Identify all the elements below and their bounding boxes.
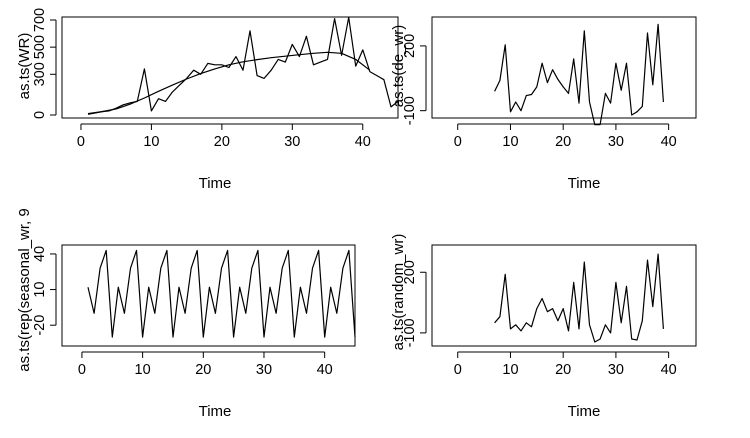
x-tick-label-3-0: 0 [454, 362, 462, 378]
plot-box-2 [61, 244, 356, 347]
y-axis-title-0: as.ts(WR) [16, 33, 33, 100]
y-tick-label-2-0: -20 [32, 315, 48, 336]
y-tick-label-2-1: 10 [32, 281, 48, 297]
x-axis-title-3: Time [568, 403, 601, 420]
x-axis-title-2: Time [199, 403, 232, 420]
y-tick-label-0-3: 700 [32, 8, 48, 32]
x-tick-label-1-4: 40 [661, 134, 677, 150]
y-tick-label-0-2: 500 [32, 35, 48, 59]
x-tick-label-0-1: 10 [143, 134, 159, 150]
y-tick-label-3-1: 200 [402, 260, 418, 284]
x-axis-title-1: Time [568, 175, 601, 192]
y-axis-title-1: as.ts(de_wr) [390, 25, 407, 108]
x-tick-label-2-3: 30 [256, 362, 272, 378]
x-tick-label-2-4: 40 [317, 362, 333, 378]
x-tick-label-1-1: 10 [502, 134, 518, 150]
series-line-2-0 [87, 249, 356, 338]
x-tick-label-1-0: 0 [454, 134, 462, 150]
plot-box-0 [61, 16, 399, 119]
x-tick-label-0-2: 20 [214, 134, 230, 150]
series-line-3-0 [494, 253, 664, 343]
x-tick-label-3-2: 20 [555, 362, 571, 378]
plot-box-1 [431, 16, 697, 119]
y-tick-label-2-2: 40 [32, 246, 48, 262]
y-axis-title-3: as.ts(random_wr) [390, 234, 407, 351]
y-tick-label-1-1: 200 [402, 34, 418, 58]
y-axis-title-2: as.ts(rep(seasonal_wr, 9 [16, 208, 33, 371]
x-tick-label-2-1: 10 [135, 362, 151, 378]
x-tick-label-2-2: 20 [195, 362, 211, 378]
x-tick-label-3-1: 10 [502, 362, 518, 378]
series-line-0-0 [87, 16, 399, 115]
series-line-0-1 [87, 51, 371, 115]
x-tick-label-0-0: 0 [77, 134, 85, 150]
x-tick-label-2-0: 0 [78, 362, 86, 378]
y-tick-label-1-0: -100 [402, 96, 418, 125]
series-line-1-0 [494, 23, 664, 126]
plot-box-3 [431, 244, 697, 347]
x-tick-label-1-2: 20 [555, 134, 571, 150]
y-tick-label-3-0: -100 [402, 318, 418, 347]
x-tick-label-1-3: 30 [608, 134, 624, 150]
x-tick-label-3-3: 30 [608, 362, 624, 378]
x-axis-title-0: Time [199, 175, 232, 192]
x-tick-label-3-4: 40 [661, 362, 677, 378]
y-tick-label-0-0: 0 [32, 111, 48, 119]
x-tick-label-0-3: 30 [284, 134, 300, 150]
x-tick-label-0-4: 40 [355, 134, 371, 150]
y-tick-label-0-1: 300 [32, 62, 48, 86]
